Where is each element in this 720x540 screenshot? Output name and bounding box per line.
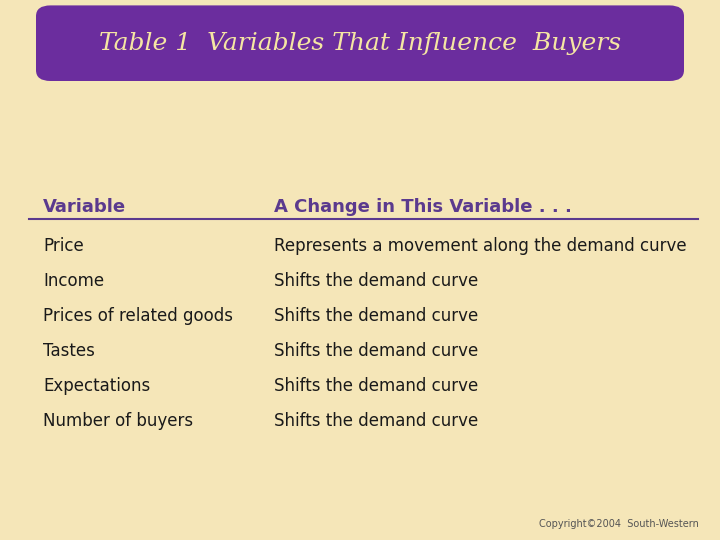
Text: Shifts the demand curve: Shifts the demand curve bbox=[274, 377, 478, 395]
Text: A Change in This Variable . . .: A Change in This Variable . . . bbox=[274, 198, 572, 216]
Text: Variable: Variable bbox=[43, 198, 126, 216]
Text: Table 1  Variables That Influence  Buyers: Table 1 Variables That Influence Buyers bbox=[99, 32, 621, 55]
Text: Shifts the demand curve: Shifts the demand curve bbox=[274, 272, 478, 290]
Text: Represents a movement along the demand curve: Represents a movement along the demand c… bbox=[274, 237, 686, 255]
Text: Shifts the demand curve: Shifts the demand curve bbox=[274, 307, 478, 325]
Text: Tastes: Tastes bbox=[43, 342, 95, 360]
FancyBboxPatch shape bbox=[36, 5, 684, 81]
Text: Prices of related goods: Prices of related goods bbox=[43, 307, 233, 325]
Text: Shifts the demand curve: Shifts the demand curve bbox=[274, 342, 478, 360]
Text: Price: Price bbox=[43, 237, 84, 255]
Text: Copyright©2004  South-Western: Copyright©2004 South-Western bbox=[539, 519, 698, 529]
Text: Income: Income bbox=[43, 272, 104, 290]
Text: Expectations: Expectations bbox=[43, 377, 150, 395]
Text: Number of buyers: Number of buyers bbox=[43, 412, 194, 430]
Text: Shifts the demand curve: Shifts the demand curve bbox=[274, 412, 478, 430]
